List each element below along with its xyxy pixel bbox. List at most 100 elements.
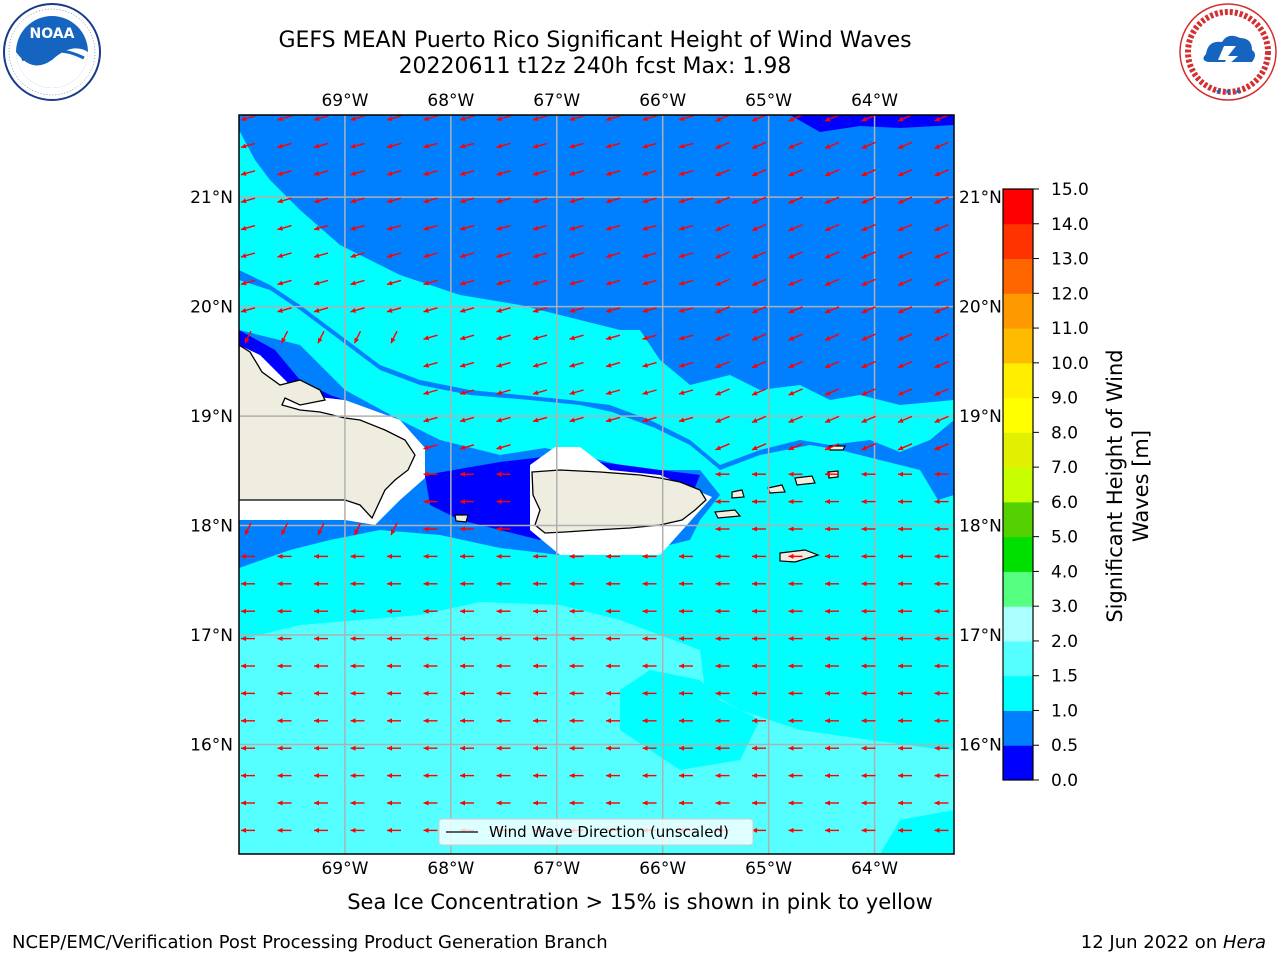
wave-arrow <box>751 333 767 341</box>
wave-arrow <box>460 526 474 532</box>
wave-arrow <box>934 773 949 779</box>
wave-arrow <box>897 388 913 396</box>
wave-arrow <box>244 330 252 344</box>
wave-arrow <box>569 745 584 751</box>
wave-arrow <box>387 718 401 724</box>
wave-arrow <box>678 197 694 204</box>
wave-arrow <box>642 581 657 587</box>
wave-arrow <box>642 307 657 313</box>
wave-arrow <box>496 252 511 259</box>
wave-arrow <box>605 142 621 149</box>
wave-arrow <box>459 307 475 313</box>
wave-arrow <box>423 553 438 559</box>
wave-arrow <box>386 197 402 204</box>
wave-arrow <box>423 252 438 259</box>
map-frame <box>238 114 955 855</box>
wave-arrow <box>423 499 438 505</box>
colorbar-bin <box>1003 362 1033 399</box>
wave-arrow <box>533 663 547 669</box>
wave-arrow <box>496 389 511 396</box>
wave-arrow <box>825 773 839 779</box>
svg-text:NOAA: NOAA <box>30 26 75 42</box>
wave-arrow <box>280 330 289 344</box>
wave-arrow <box>277 553 292 559</box>
wave-arrow <box>569 690 584 696</box>
wave-arrow <box>788 553 803 559</box>
lat-tick-right: 16°N <box>959 736 1002 756</box>
wave-arrow <box>715 690 730 696</box>
wave-arrow <box>642 389 657 396</box>
wave-arrow <box>934 526 949 532</box>
wave-arrow <box>824 196 840 204</box>
wave-arrow <box>606 553 620 559</box>
wave-arrow <box>752 526 766 532</box>
footer-date-text: 12 Jun 2022 on <box>1080 932 1223 953</box>
wave-arrow <box>715 333 730 341</box>
lon-tick-top: 65°W <box>745 91 792 111</box>
wave-arrow <box>861 196 876 204</box>
wave-arrow <box>678 279 694 286</box>
wave-arrow <box>934 251 949 259</box>
wave-arrow <box>642 115 657 122</box>
wave-arrow <box>715 388 730 396</box>
wave-arrow <box>752 581 766 587</box>
wave-arrow <box>277 827 292 833</box>
wave-arrow <box>314 636 328 642</box>
wave-arrow <box>240 307 256 313</box>
wave-arrow <box>569 553 584 559</box>
colorbar-tick-label: 10.0 <box>1051 354 1089 374</box>
wave-arrow <box>861 333 876 341</box>
wave-arrow <box>496 170 511 176</box>
wave-arrow <box>898 553 912 559</box>
wave-arrow <box>277 608 292 614</box>
wave-arrow <box>678 389 694 396</box>
wave-arrow <box>861 800 876 806</box>
wave-arrow <box>715 278 730 287</box>
wave-arrow <box>277 142 292 149</box>
wave-arrow <box>934 141 949 150</box>
wave-arrow <box>678 416 694 423</box>
wave-arrow <box>897 196 913 204</box>
wave-arrow <box>569 718 584 724</box>
wave-arrow <box>313 170 329 176</box>
wave-arrow <box>751 306 767 314</box>
wave-arrow <box>678 224 694 231</box>
wave-arrow <box>825 526 839 532</box>
wave-arrow <box>605 252 621 259</box>
wave-arrow <box>240 224 256 231</box>
colorbar-bin <box>1003 606 1033 642</box>
wave-arrow <box>897 223 913 232</box>
wave-arrow <box>752 471 766 477</box>
wave-arrow <box>314 718 328 724</box>
wave-arrow <box>825 636 839 642</box>
wave-arrow <box>496 224 511 231</box>
lat-tick-right: 20°N <box>959 298 1002 318</box>
wave-arrow <box>642 252 657 259</box>
wave-arrow <box>277 197 292 204</box>
wave-arrow <box>532 334 548 341</box>
wave-arrow <box>569 279 584 286</box>
wave-arrow <box>241 553 255 559</box>
wave-arrow <box>277 170 292 176</box>
wave-arrow <box>496 718 511 724</box>
wave-arrow <box>897 251 913 259</box>
wave-arrow <box>824 169 840 177</box>
wave-arrow <box>496 471 511 477</box>
wave-arrow <box>715 526 730 532</box>
wave-arrow <box>313 115 329 122</box>
wave-arrow <box>496 553 511 559</box>
wave-arrow <box>532 389 548 396</box>
wave-arrow <box>788 690 803 696</box>
wave-arrow <box>788 718 803 724</box>
colorbar-tick-label: 5.0 <box>1051 528 1078 548</box>
wave-arrow <box>788 827 803 833</box>
wave-arrow <box>460 471 474 477</box>
wave-arrow <box>824 360 840 369</box>
wave-arrow <box>569 197 584 204</box>
wave-arrow <box>460 718 474 724</box>
wave-arrow <box>715 443 730 451</box>
colorbar-tick-label: 0.0 <box>1051 771 1078 791</box>
wave-arrow <box>423 827 438 833</box>
wave-arrow <box>898 608 912 614</box>
wave-arrow <box>387 773 401 779</box>
